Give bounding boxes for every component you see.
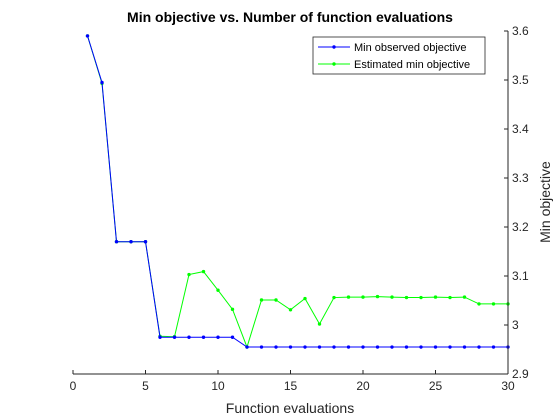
- y-axis-label: Min objective: [537, 161, 553, 243]
- series-1-point: [419, 295, 423, 300]
- series-0-point: [230, 335, 235, 339]
- series-0-point: [404, 345, 409, 349]
- series-0-point: [375, 345, 380, 349]
- series-0-point: [201, 335, 206, 339]
- x-tick-label: 20: [356, 379, 370, 393]
- x-tick-label: 25: [429, 379, 443, 393]
- y-tick-label: 3.4: [512, 122, 529, 136]
- y-tick-label: 2.9: [512, 367, 529, 381]
- series-1-point: [462, 295, 467, 299]
- x-tick-label: 10: [211, 379, 225, 393]
- series-1-point: [346, 295, 351, 299]
- series-1-point: [433, 295, 438, 299]
- legend: Min observed objective Estimated min obj…: [312, 36, 486, 75]
- series-1-point: [303, 296, 307, 301]
- series-1-point: [216, 288, 220, 292]
- series-0-point: [158, 335, 162, 339]
- series-0-point: [245, 345, 249, 349]
- ticks-layer: 0 5 10 15 20 25 302.9 3 3.1 3.2 3.3 3.4 3.5 3.6: [70, 24, 529, 393]
- y-tick-label: 3: [512, 318, 519, 332]
- legend-marker-series-1: [332, 62, 336, 66]
- series-0-point: [129, 240, 133, 244]
- series-0-point: [346, 345, 351, 349]
- series-line-0: [87, 35, 508, 348]
- plot-area: [73, 31, 508, 374]
- legend-box: [312, 36, 486, 75]
- series-1-point: [317, 322, 322, 326]
- x-axis-label: Function evaluations: [226, 400, 354, 416]
- series-1-point: [477, 302, 481, 306]
- series-0-point: [303, 345, 307, 349]
- series-1-point: [230, 307, 235, 312]
- series-0-point: [491, 345, 496, 349]
- series-0-point: [143, 240, 148, 244]
- series-0-point: [172, 335, 177, 339]
- series-1-point: [390, 295, 394, 299]
- series-0-point: [187, 335, 191, 339]
- series-0-point: [390, 345, 394, 349]
- series-1-point: [404, 295, 409, 300]
- series-0-point: [288, 345, 293, 349]
- series-0-point: [462, 345, 467, 349]
- x-tick-label: 30: [501, 379, 515, 393]
- series-0-point: [448, 345, 452, 349]
- series-0-point: [114, 240, 119, 244]
- chart-title: Min objective vs. Number of function eva…: [127, 9, 453, 25]
- series-0-point: [361, 345, 365, 349]
- x-tick-label: 15: [284, 379, 298, 393]
- series-0-point: [332, 345, 336, 349]
- series-0-point: [216, 335, 220, 339]
- series-1-point: [491, 302, 496, 306]
- series-1-point: [332, 295, 336, 300]
- series-1-point: [201, 269, 206, 274]
- legend-marker-series-0: [332, 45, 336, 49]
- series-1-point: [274, 298, 278, 302]
- series-0-point: [477, 345, 481, 349]
- series-1-point: [259, 298, 264, 302]
- y-tick-label: 3.2: [512, 220, 529, 234]
- y-tick-label: 3.1: [512, 269, 529, 283]
- x-tick-label: 5: [142, 379, 149, 393]
- series-0-point: [274, 345, 278, 349]
- series-1-point: [288, 308, 293, 312]
- x-tick-label: 0: [70, 379, 77, 393]
- y-tick-label: 3.6: [512, 24, 529, 38]
- series-0-point: [317, 345, 322, 349]
- series-0-point: [419, 345, 423, 349]
- series-layer: [85, 34, 510, 349]
- series-1-point: [187, 272, 191, 277]
- series-0-point: [100, 80, 104, 85]
- series-1-point: [448, 295, 452, 300]
- legend-label-series-0: Min observed objective: [354, 42, 467, 54]
- series-0-point: [433, 345, 438, 349]
- series-0-point: [259, 345, 264, 349]
- series-1-point: [361, 295, 365, 299]
- y-tick-label: 3.5: [512, 73, 529, 87]
- y-tick-label: 3.3: [512, 171, 529, 185]
- series-0-point: [85, 34, 90, 38]
- series-1-point: [375, 294, 380, 299]
- legend-label-series-1: Estimated min objective: [354, 59, 470, 71]
